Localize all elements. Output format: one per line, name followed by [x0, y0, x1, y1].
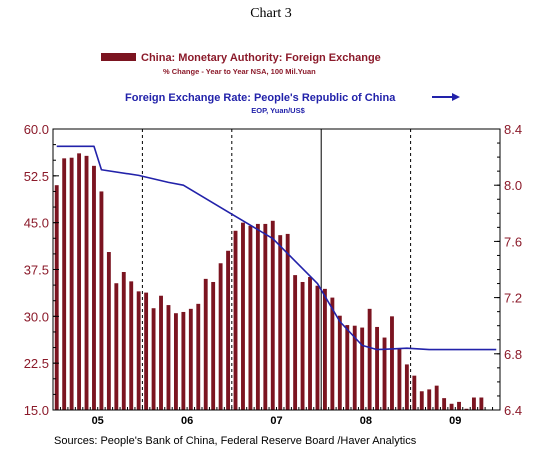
bar: [99, 191, 104, 410]
bar-series: [54, 153, 484, 410]
bar: [449, 403, 454, 410]
bar: [434, 385, 439, 410]
bar: [397, 348, 402, 410]
bar: [114, 283, 119, 410]
bar: [471, 397, 476, 410]
bar: [479, 397, 484, 410]
bar: [62, 158, 67, 410]
legend-line-arrow-icon: [452, 93, 460, 101]
line-series: [56, 145, 497, 351]
bar: [263, 223, 268, 410]
bar: [360, 327, 365, 410]
bar: [367, 308, 372, 410]
x-tick-label: 06: [181, 415, 193, 427]
bar: [404, 364, 409, 410]
bar: [375, 326, 380, 410]
left-tick-label: 37.5: [24, 263, 49, 278]
bar: [92, 165, 96, 410]
bar: [442, 398, 447, 410]
bar: [270, 220, 275, 410]
left-tick-label: 22.5: [24, 356, 49, 371]
left-tick-label: 30.0: [24, 309, 49, 324]
bar: [218, 263, 223, 410]
right-tick-label: 6.8: [504, 347, 522, 362]
right-tick-label: 8.0: [504, 178, 522, 193]
bar: [144, 292, 149, 410]
left-tick-label: 60.0: [24, 122, 49, 137]
bar: [241, 222, 245, 410]
bar: [226, 250, 231, 410]
bar: [419, 391, 424, 410]
bar: [151, 308, 156, 410]
exchange-rate-line: [56, 145, 497, 351]
bar: [322, 288, 327, 410]
bar: [330, 297, 335, 410]
bar: [464, 408, 469, 410]
legend-bar-swatch: [101, 53, 136, 61]
bar: [69, 157, 74, 410]
x-tick-label: 07: [270, 415, 282, 427]
bar: [337, 315, 342, 410]
bar: [345, 325, 350, 410]
bar: [136, 291, 141, 410]
bar: [427, 389, 432, 410]
left-tick-label: 45.0: [24, 216, 49, 231]
bar: [412, 375, 417, 410]
source-note: Sources: People's Bank of China, Federal…: [54, 435, 417, 447]
bar: [106, 252, 111, 410]
bar: [173, 313, 178, 410]
bar: [255, 223, 260, 410]
bar: [211, 281, 216, 410]
bar: [181, 311, 186, 410]
grid: [141, 129, 412, 410]
right-tick-label: 7.6: [504, 234, 522, 249]
right-tick-label: 8.4: [504, 122, 522, 137]
bar: [248, 225, 253, 410]
right-tick-label: 6.4: [504, 403, 522, 418]
bar: [457, 401, 461, 410]
legend-line-label: Foreign Exchange Rate: People's Republic…: [125, 92, 396, 104]
bar: [285, 233, 290, 410]
bar: [166, 305, 171, 410]
bar: [293, 275, 298, 410]
bar: [196, 303, 201, 410]
bar: [203, 278, 208, 410]
bar: [121, 272, 126, 410]
legend-line-subtitle: EOP, Yuan/US$: [251, 106, 305, 115]
bar: [129, 281, 134, 410]
bar: [382, 337, 387, 410]
bar: [188, 308, 193, 410]
bar: [315, 285, 320, 410]
left-tick-label: 52.5: [24, 169, 49, 184]
bar: [84, 155, 89, 410]
bar: [233, 230, 238, 410]
bar: [159, 295, 163, 410]
right-tick-label: 7.2: [504, 291, 522, 306]
bar: [308, 276, 312, 410]
x-tick-label: 05: [92, 415, 104, 427]
bar: [278, 235, 283, 410]
left-tick-label: 15.0: [24, 403, 49, 418]
bar: [352, 325, 357, 410]
legend-bar-label: China: Monetary Authority: Foreign Excha…: [141, 52, 381, 64]
axes: 60.0 52.5 45.0 37.5 30.0 22.5 15.0 8.4 8.0 7.6 7.2…: [24, 122, 522, 427]
bar: [390, 316, 394, 410]
bar: [77, 153, 82, 410]
plot-frame: [52, 128, 501, 411]
x-tick-label: 08: [360, 415, 372, 427]
bar: [54, 185, 59, 410]
bar: [300, 281, 305, 410]
x-tick-label: 09: [449, 415, 461, 427]
legend-bar-subtitle: % Change - Year to Year NSA, 100 Mil.Yua…: [163, 67, 316, 76]
chart-title: Chart 3: [250, 6, 292, 21]
